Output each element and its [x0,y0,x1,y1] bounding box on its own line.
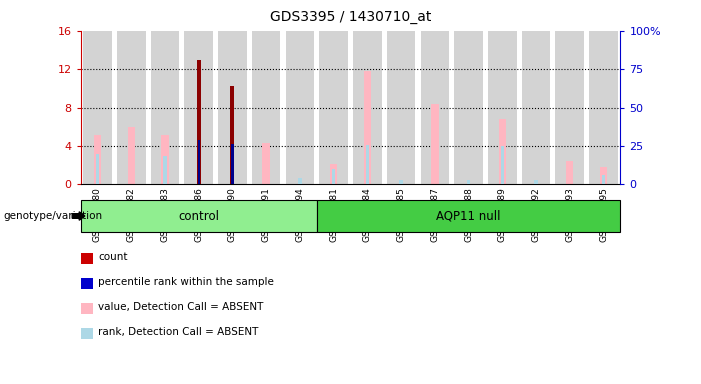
Bar [501,146,504,184]
Bar [488,31,517,184]
Bar [128,127,135,184]
Bar [353,31,382,184]
Bar [534,180,538,184]
Bar [522,31,550,184]
Bar [387,31,416,184]
Bar [94,136,101,184]
Bar [197,60,200,184]
Text: genotype/variation: genotype/variation [4,211,102,221]
Bar [454,31,483,184]
Bar [421,31,449,184]
Bar [431,104,439,184]
Bar [600,167,607,184]
Bar [467,180,470,184]
Bar [602,175,605,184]
Bar [117,31,146,184]
Bar [252,31,280,184]
Bar [332,169,335,184]
Bar [231,86,234,184]
Bar [184,31,213,184]
Text: count: count [98,252,128,262]
Bar [81,200,317,232]
Bar [151,31,179,184]
Text: GDS3395 / 1430710_at: GDS3395 / 1430710_at [270,10,431,23]
Bar [555,31,584,184]
Text: AQP11 null: AQP11 null [436,210,501,222]
Bar [319,31,348,184]
Text: percentile rank within the sample: percentile rank within the sample [98,277,274,287]
Bar [231,144,233,184]
Bar [161,136,169,184]
Bar [163,156,167,184]
Bar [566,161,573,184]
Bar [589,31,618,184]
Bar [400,180,403,184]
Text: value, Detection Call = ABSENT: value, Detection Call = ABSENT [98,302,264,312]
Bar [262,143,270,184]
Bar [317,200,620,232]
Text: control: control [178,210,219,222]
Bar [285,31,314,184]
Text: rank, Detection Call = ABSENT: rank, Detection Call = ABSENT [98,327,259,337]
Bar [83,31,112,184]
Bar [96,154,99,184]
Bar [198,140,200,184]
Bar [498,119,506,184]
Bar [364,71,371,184]
Bar [218,31,247,184]
Bar [298,177,301,184]
Bar [330,164,337,184]
Bar [366,145,369,184]
